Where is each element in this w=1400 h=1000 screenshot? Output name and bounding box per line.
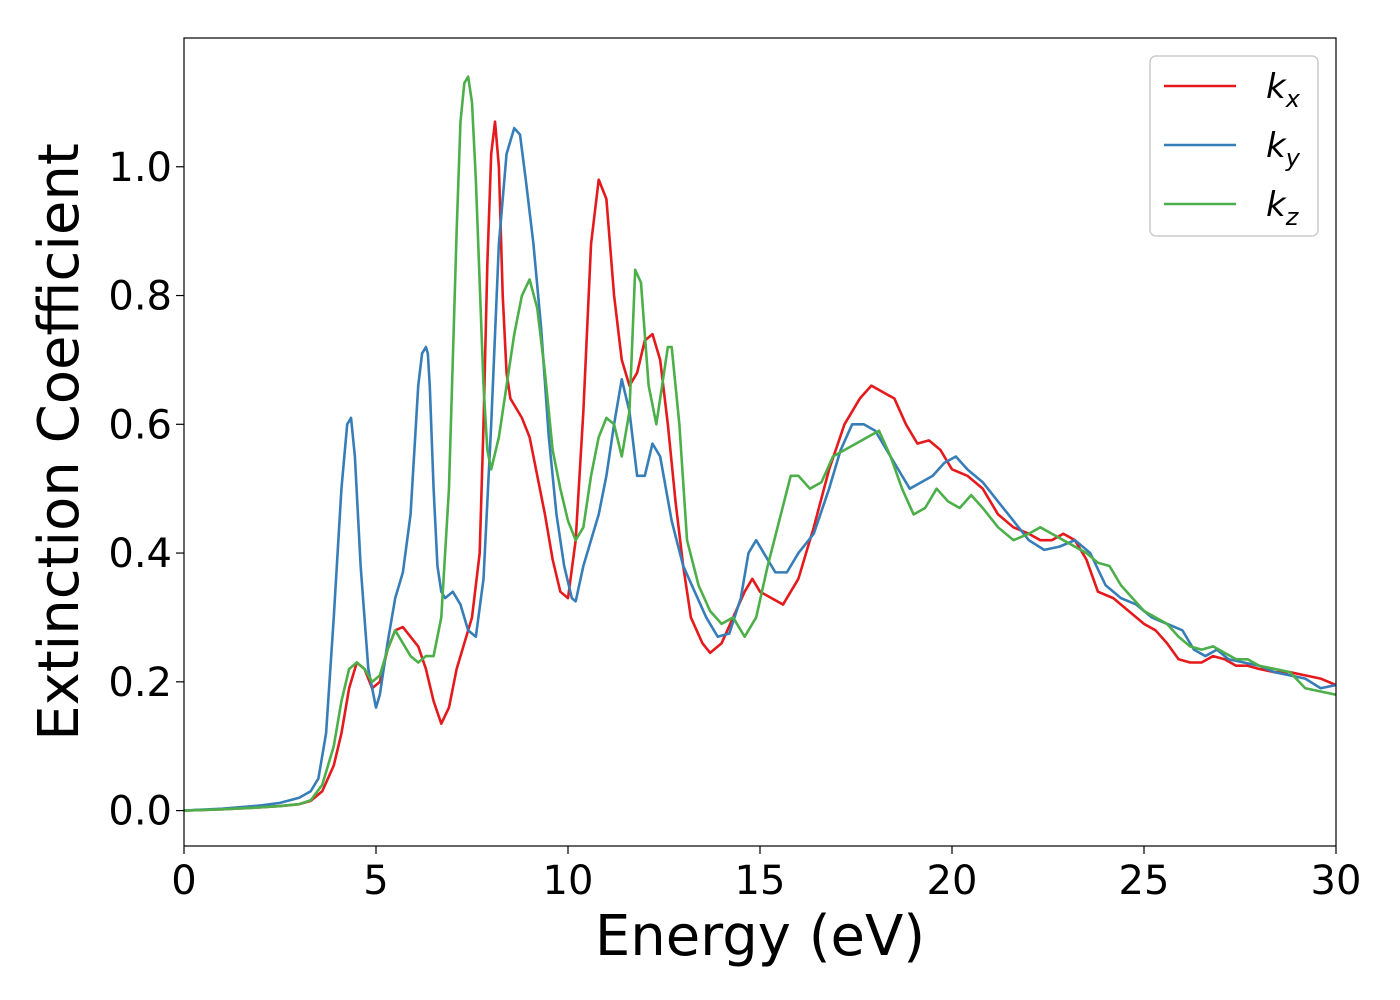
x-axis-label: Energy (eV)	[595, 904, 925, 969]
x-tick-label: 0	[171, 858, 196, 904]
series-line-z	[184, 75, 1336, 812]
legend-label-x: kx	[1266, 67, 1301, 113]
y-tick-label: 0.4	[108, 531, 172, 577]
legend-label-z: kz	[1266, 185, 1300, 231]
x-tick-label: 25	[1119, 858, 1170, 904]
y-axis-label: Extinction Coefficient	[27, 143, 92, 741]
y-tick-label: 0.6	[108, 402, 172, 448]
x-tick-label: 10	[543, 858, 594, 904]
plot-area	[184, 75, 1336, 812]
x-tick-label: 5	[363, 858, 388, 904]
y-tick-label: 0.2	[108, 660, 172, 706]
x-tick-label: 30	[1311, 858, 1362, 904]
y-tick-label: 0.8	[108, 274, 172, 320]
legend-label-y: ky	[1266, 126, 1301, 172]
x-tick-label: 15	[735, 858, 786, 904]
x-tick-label: 20	[927, 858, 978, 904]
legend: kx ky kz	[1149, 55, 1319, 237]
y-tick-label: 1.0	[108, 145, 172, 191]
series-line-x	[184, 120, 1336, 812]
axes: 0 5 10 15 20 25 30 0.0 0.2 0.4 0.6 0.8 1.0 Energy (eV…	[27, 37, 1362, 969]
y-tick-label: 0.0	[108, 789, 172, 835]
